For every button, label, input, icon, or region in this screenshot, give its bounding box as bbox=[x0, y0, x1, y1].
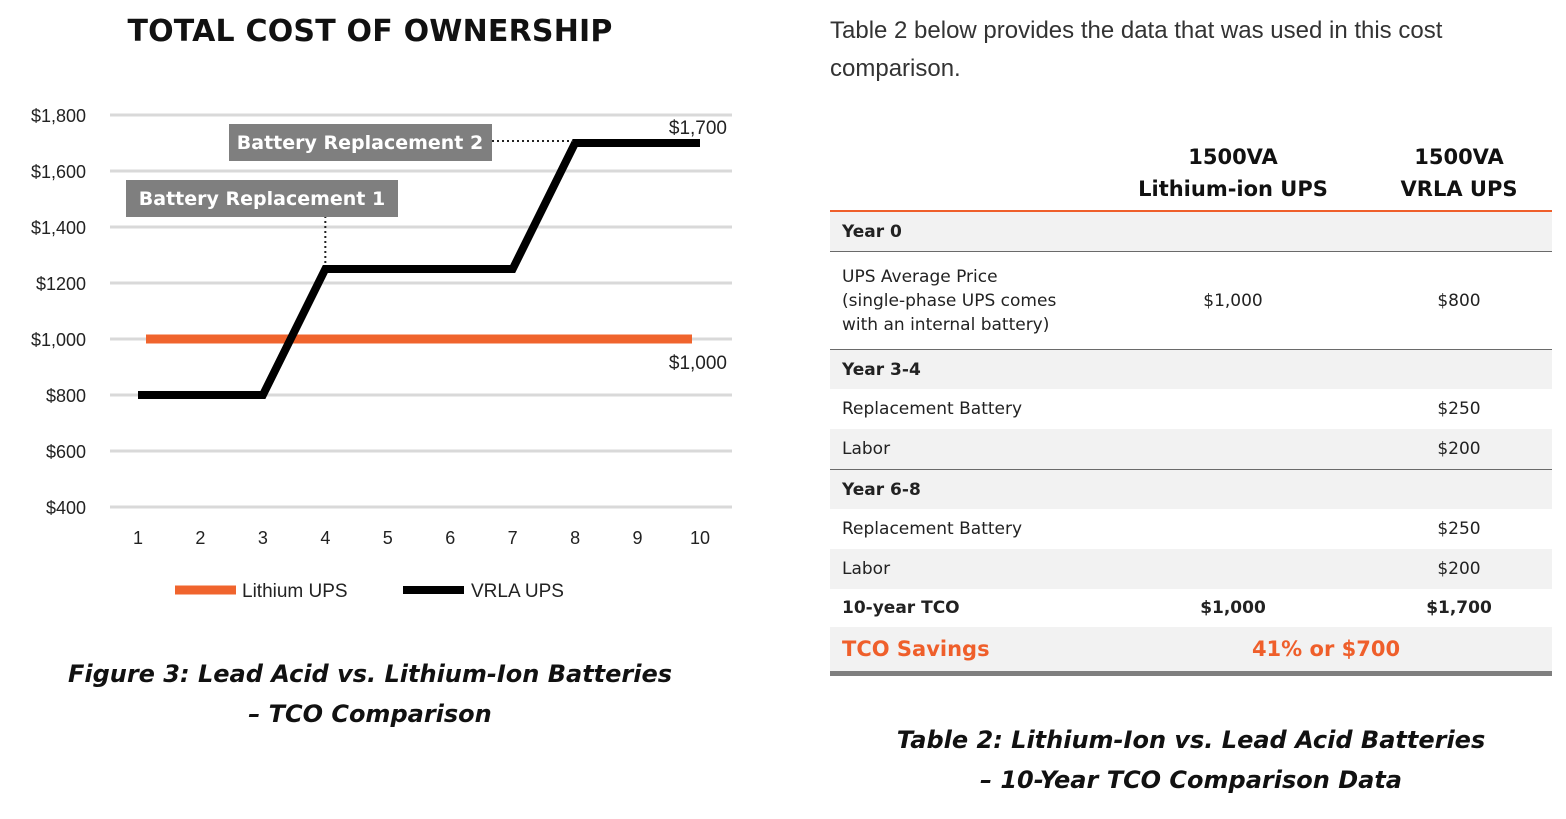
section-label: Year 0 bbox=[830, 210, 1552, 252]
header-vrla-ups: 1500VA VRLA UPS bbox=[1366, 136, 1552, 212]
vrla-ups-line bbox=[138, 139, 700, 399]
cell-vrla-value: $200 bbox=[1366, 549, 1552, 589]
annotations: Battery Replacement 1 Battery Replacement… bbox=[126, 124, 574, 265]
table-row: Labor $200 bbox=[830, 429, 1552, 470]
x-tick-label: 2 bbox=[195, 528, 205, 548]
y-tick-label: $600 bbox=[46, 442, 86, 462]
x-tick-label: 3 bbox=[258, 528, 268, 548]
y-axis-ticks: $1,800 $1,600 $1,400 $1200 $1,000 $800 $600 $40… bbox=[31, 106, 86, 518]
gridlines bbox=[110, 113, 732, 509]
annotation-2-label: Battery Replacement 2 bbox=[237, 132, 483, 154]
savings-value: 41% or $700 bbox=[1100, 627, 1552, 676]
section-label: Year 6-8 bbox=[830, 469, 1552, 509]
series-lines bbox=[138, 139, 700, 399]
x-tick-label: 7 bbox=[508, 528, 518, 548]
x-tick-label: 9 bbox=[633, 528, 643, 548]
table-header-row: 1500VA Lithium-ion UPS 1500VA VRLA UPS bbox=[830, 136, 1552, 212]
figure-caption: Figure 3: Lead Acid vs. Lithium-Ion Batt… bbox=[40, 654, 700, 734]
cell-lithium-total: $1,000 bbox=[1200, 598, 1266, 618]
header-lithium-line-2: Lithium-ion UPS bbox=[1138, 177, 1328, 201]
row-label: UPS Average Price (single-phase UPS come… bbox=[830, 251, 1100, 350]
y-tick-label: $1,400 bbox=[31, 218, 86, 238]
section-row-year-0: Year 0 bbox=[830, 210, 1552, 252]
x-tick-label: 6 bbox=[445, 528, 455, 548]
header-vrla-line-1: 1500VA bbox=[1414, 145, 1504, 169]
cell-vrla-value: $250 bbox=[1437, 399, 1481, 419]
row-label-line-2: (single-phase UPS comes bbox=[842, 290, 1057, 311]
lithium-end-label: $1,000 bbox=[669, 353, 727, 374]
x-axis-ticks: 1 2 3 4 5 6 7 8 9 10 bbox=[133, 528, 710, 548]
annotation-2-box bbox=[229, 124, 492, 161]
cell-lithium-value bbox=[1100, 509, 1366, 549]
savings-label: TCO Savings bbox=[830, 627, 1100, 676]
x-tick-label: 8 bbox=[570, 528, 580, 548]
table-row: Replacement Battery $250 bbox=[830, 509, 1552, 549]
table-row: UPS Average Price (single-phase UPS come… bbox=[830, 251, 1552, 350]
header-vrla-line-2: VRLA UPS bbox=[1400, 177, 1518, 201]
header-blank bbox=[830, 136, 1100, 212]
cell-vrla-total: $1,700 bbox=[1426, 598, 1492, 618]
chart-title: TOTAL COST OF OWNERSHIP bbox=[127, 14, 613, 49]
x-tick-label: 1 bbox=[133, 528, 143, 548]
cell-lithium-value: $1,000 bbox=[1100, 251, 1366, 350]
figure-caption-line-2: – TCO Comparison bbox=[248, 700, 492, 728]
cell-vrla-value: $250 bbox=[1437, 519, 1481, 539]
x-tick-label: 5 bbox=[383, 528, 393, 548]
row-label: Replacement Battery bbox=[842, 399, 1023, 419]
cell-vrla-value: $200 bbox=[1366, 429, 1552, 470]
table-caption-line-1: Table 2: Lithium-Ion vs. Lead Acid Batte… bbox=[896, 726, 1486, 754]
tco-data-table: 1500VA Lithium-ion UPS 1500VA VRLA UPS Y… bbox=[830, 136, 1552, 676]
header-lithium-line-1: 1500VA bbox=[1188, 145, 1278, 169]
cell-lithium-value bbox=[1100, 429, 1366, 470]
tco-line-chart: $1,800 $1,600 $1,400 $1200 $1,000 $800 $600 $40… bbox=[31, 106, 732, 602]
section-row-year-6-8: Year 6-8 bbox=[830, 469, 1552, 509]
table-caption: Table 2: Lithium-Ion vs. Lead Acid Batte… bbox=[830, 720, 1552, 800]
row-label-line-3: with an internal battery) bbox=[842, 314, 1050, 335]
row-label: Labor bbox=[830, 429, 1100, 470]
row-label: Replacement Battery bbox=[842, 519, 1023, 539]
legend: Lithium UPS VRLA UPS bbox=[175, 581, 564, 602]
table-row: Labor $200 bbox=[830, 549, 1552, 589]
y-tick-label: $1,000 bbox=[31, 330, 86, 350]
y-tick-label: $1,600 bbox=[31, 162, 86, 182]
end-labels: $1,700 $1,000 bbox=[669, 118, 727, 374]
header-lithium-ups: 1500VA Lithium-ion UPS bbox=[1100, 136, 1366, 212]
y-tick-label: $1200 bbox=[36, 274, 86, 294]
cell-lithium-value bbox=[1100, 389, 1366, 429]
y-tick-label: $400 bbox=[46, 498, 86, 518]
savings-row: TCO Savings 41% or $700 bbox=[830, 627, 1552, 676]
y-tick-label: $800 bbox=[46, 386, 86, 406]
legend-label-lithium: Lithium UPS bbox=[242, 581, 348, 602]
figure-caption-line-1: Figure 3: Lead Acid vs. Lithium-Ion Batt… bbox=[67, 660, 673, 688]
x-tick-label: 10 bbox=[690, 528, 710, 548]
y-tick-label: $1,800 bbox=[31, 106, 86, 126]
total-row: 10-year TCO $1,000 $1,700 bbox=[830, 589, 1552, 627]
legend-label-vrla: VRLA UPS bbox=[471, 581, 564, 602]
table-caption-line-2: – 10-Year TCO Comparison Data bbox=[980, 766, 1402, 794]
table-row: Replacement Battery $250 bbox=[830, 389, 1552, 429]
annotation-1-label: Battery Replacement 1 bbox=[139, 188, 385, 210]
cell-lithium-value bbox=[1100, 549, 1366, 589]
section-label: Year 3-4 bbox=[830, 349, 1552, 389]
annotation-1-box bbox=[126, 180, 398, 217]
intro-paragraph: Table 2 below provides the data that was… bbox=[830, 17, 1443, 82]
row-label-line-1: UPS Average Price bbox=[842, 266, 998, 287]
x-tick-label: 4 bbox=[320, 528, 330, 548]
vrla-end-label: $1,700 bbox=[669, 118, 727, 139]
row-label: 10-year TCO bbox=[842, 598, 960, 618]
section-row-year-3-4: Year 3-4 bbox=[830, 349, 1552, 389]
row-label: Labor bbox=[830, 549, 1100, 589]
cell-vrla-value: $800 bbox=[1366, 251, 1552, 350]
